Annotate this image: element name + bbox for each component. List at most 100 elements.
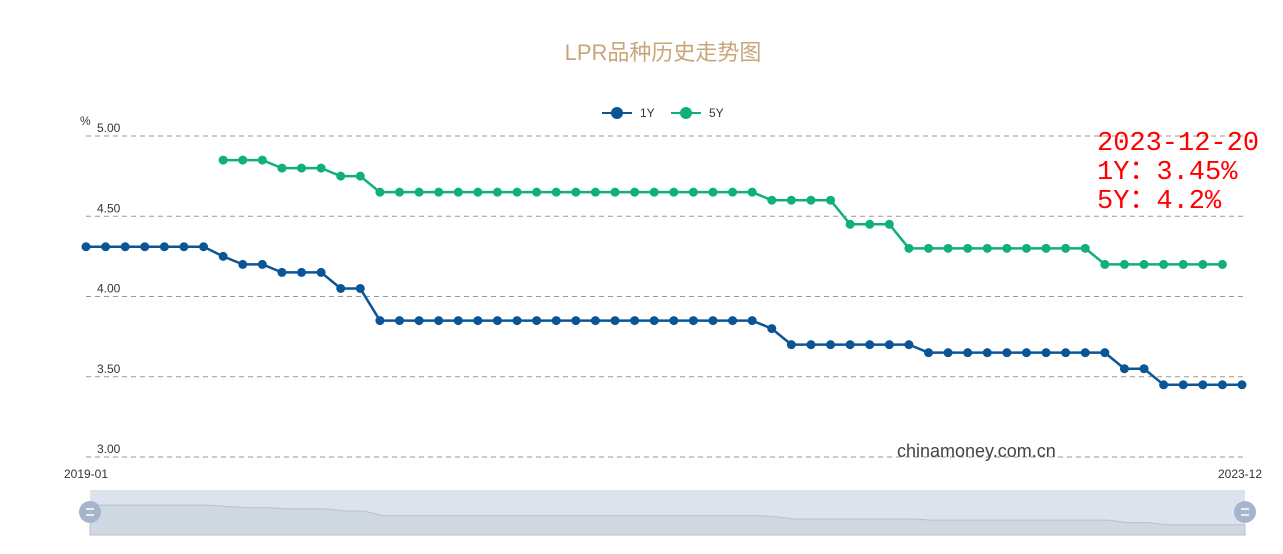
data-point-5Y	[884, 219, 894, 229]
data-point-1Y	[336, 283, 346, 293]
data-point-1Y	[1061, 348, 1071, 358]
data-point-5Y	[590, 187, 600, 197]
data-point-1Y	[649, 316, 659, 326]
data-point-5Y	[786, 195, 796, 205]
data-point-1Y	[297, 267, 307, 277]
data-point-1Y	[159, 242, 169, 252]
annotation-date: 2023-12-20	[1097, 129, 1260, 159]
data-point-5Y	[688, 187, 698, 197]
data-point-5Y	[394, 187, 404, 197]
data-point-1Y	[982, 348, 992, 358]
data-point-1Y	[1021, 348, 1031, 358]
data-point-1Y	[747, 316, 757, 326]
data-point-1Y	[277, 267, 287, 277]
data-point-1Y	[1139, 364, 1149, 374]
slider-handle-left[interactable]	[79, 501, 101, 523]
data-point-5Y	[375, 187, 385, 197]
legend-1y-label: 1Y	[640, 106, 655, 120]
data-point-1Y	[806, 340, 816, 350]
data-point-5Y	[982, 243, 992, 253]
x-tick-end: 2023-12	[1218, 467, 1262, 481]
y-tick-label: 3.50	[97, 362, 121, 376]
data-point-5Y	[865, 219, 875, 229]
data-point-5Y	[708, 187, 718, 197]
data-point-1Y	[1080, 348, 1090, 358]
data-point-5Y	[1080, 243, 1090, 253]
data-point-5Y	[1139, 259, 1149, 269]
data-point-1Y	[884, 340, 894, 350]
data-point-5Y	[1217, 259, 1227, 269]
data-point-1Y	[120, 242, 130, 252]
data-point-1Y	[453, 316, 463, 326]
data-point-1Y	[179, 242, 189, 252]
data-point-1Y	[316, 267, 326, 277]
data-point-5Y	[1178, 259, 1188, 269]
y-tick-label: 3.00	[97, 442, 121, 456]
chart-title: LPR品种历史走势图	[565, 40, 762, 65]
data-point-1Y	[394, 316, 404, 326]
data-point-1Y	[669, 316, 679, 326]
data-point-1Y	[238, 259, 248, 269]
y-tick-label: 5.00	[97, 121, 121, 135]
data-point-1Y	[532, 316, 542, 326]
data-point-5Y	[512, 187, 522, 197]
data-point-5Y	[669, 187, 679, 197]
latest-value-annotation: 2023-12-20 1Y：3.45% 5Y：4.2%	[1097, 130, 1259, 217]
slider-handle-right[interactable]	[1234, 501, 1256, 523]
data-point-5Y	[238, 155, 248, 165]
data-point-5Y	[826, 195, 836, 205]
slider-preview	[89, 504, 1246, 536]
data-point-1Y	[590, 316, 600, 326]
data-point-1Y	[257, 259, 267, 269]
legend-1y[interactable]: 1Y	[602, 106, 655, 120]
data-point-1Y	[81, 242, 91, 252]
data-point-1Y	[1178, 380, 1188, 390]
data-point-1Y	[375, 316, 385, 326]
data-point-1Y	[492, 316, 502, 326]
data-point-1Y	[101, 242, 111, 252]
data-point-1Y	[1041, 348, 1051, 358]
data-point-5Y	[1119, 259, 1129, 269]
data-point-5Y	[904, 243, 914, 253]
data-point-1Y	[218, 251, 228, 261]
data-point-1Y	[845, 340, 855, 350]
legend-5y[interactable]: 5Y	[671, 106, 724, 120]
data-point-1Y	[630, 316, 640, 326]
grid: 3.00 3.50 4.00 4.50 5.00	[86, 121, 1243, 458]
legend-5y-label: 5Y	[709, 106, 724, 120]
data-point-5Y	[1198, 259, 1208, 269]
data-point-1Y	[688, 316, 698, 326]
data-point-1Y	[551, 316, 561, 326]
data-point-5Y	[845, 219, 855, 229]
data-point-1Y	[1100, 348, 1110, 358]
data-point-5Y	[924, 243, 934, 253]
data-zoom-slider[interactable]	[79, 490, 1256, 536]
data-point-5Y	[492, 187, 502, 197]
data-point-1Y	[963, 348, 973, 358]
data-point-5Y	[218, 155, 228, 165]
y-tick-label: 4.00	[97, 282, 121, 296]
data-point-5Y	[963, 243, 973, 253]
series-line-5Y	[223, 158, 1223, 266]
data-point-5Y	[571, 187, 581, 197]
data-point-1Y	[140, 242, 150, 252]
data-point-1Y	[786, 340, 796, 350]
data-point-5Y	[630, 187, 640, 197]
data-point-1Y	[610, 316, 620, 326]
data-point-5Y	[434, 187, 444, 197]
series-layer	[81, 155, 1247, 390]
data-point-1Y	[355, 283, 365, 293]
data-point-5Y	[1100, 259, 1110, 269]
data-point-1Y	[1159, 380, 1169, 390]
data-point-1Y	[904, 340, 914, 350]
data-point-1Y	[1198, 380, 1208, 390]
data-point-5Y	[1002, 243, 1012, 253]
data-point-5Y	[767, 195, 777, 205]
data-point-5Y	[473, 187, 483, 197]
data-point-5Y	[257, 155, 267, 165]
data-point-5Y	[1041, 243, 1051, 253]
data-point-1Y	[708, 316, 718, 326]
data-point-1Y	[1217, 380, 1227, 390]
